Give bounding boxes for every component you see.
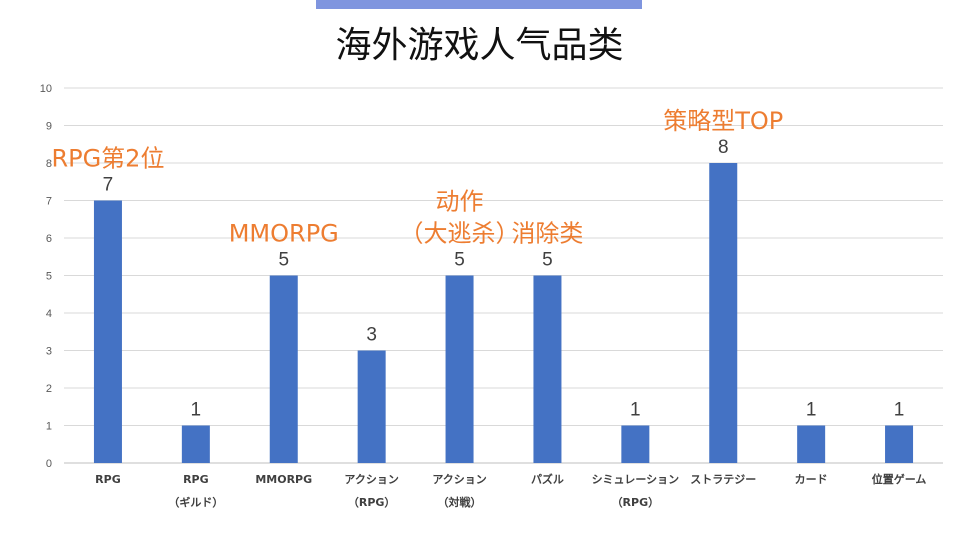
x-tick-label: （RPG） [612,496,660,509]
bar [93,200,122,463]
bar [709,163,738,463]
bar [885,425,914,463]
x-tick-label: （ギルド） [168,495,223,509]
annotation-label: 策略型TOP [663,107,783,135]
data-label: 8 [718,137,729,158]
x-tick-label: カード [795,473,828,486]
y-tick-label: 10 [40,83,52,95]
data-label: 1 [894,400,905,421]
bar [621,425,650,463]
x-tick-label: アクション [432,473,486,486]
data-label: 7 [103,175,114,196]
annotation-label: MMORPG [229,220,339,248]
y-tick-label: 6 [46,233,52,245]
data-label: 1 [806,400,817,421]
y-tick-label: 5 [46,271,52,283]
x-tick-label: MMORPG [255,473,312,486]
bar [797,425,826,463]
data-label: 5 [278,250,289,271]
y-tick-label: 0 [46,458,52,470]
x-tick-label: ストラテジー [690,473,756,486]
x-tick-label: シミュレーション [592,473,680,486]
data-label: 1 [630,400,641,421]
bar [269,275,298,463]
bar [533,275,562,463]
y-tick-label: 1 [46,421,52,433]
y-tick-label: 9 [46,121,52,133]
annotation-label: 消除类 [511,220,583,248]
y-tick-label: 8 [46,158,52,170]
y-tick-label: 3 [46,346,52,358]
y-tick-label: 7 [46,196,52,208]
x-tick-label: パズル [531,472,564,486]
data-label: 5 [542,250,553,271]
data-label: 5 [454,250,465,271]
x-tick-label: RPG [183,473,209,486]
header-accent-bar [316,0,642,9]
bar [445,275,474,463]
y-tick-label: 4 [46,308,52,320]
bar [181,425,210,463]
bar [357,350,386,463]
x-tick-label: （対戦） [438,495,482,509]
annotation-label: 动作 [436,188,484,216]
chart-title: 海外游戏人气品类 [335,25,624,66]
annotation-label: RPG第2位 [51,145,164,173]
x-tick-label: アクション [344,473,398,486]
annotation-label: （大逃杀） [400,220,520,248]
data-label: 1 [191,400,202,421]
x-tick-label: 位置ゲーム [872,472,927,486]
x-tick-label: RPG [95,473,121,486]
y-tick-label: 2 [46,383,52,395]
x-tick-label: （RPG） [348,496,396,509]
data-label: 3 [366,325,377,346]
